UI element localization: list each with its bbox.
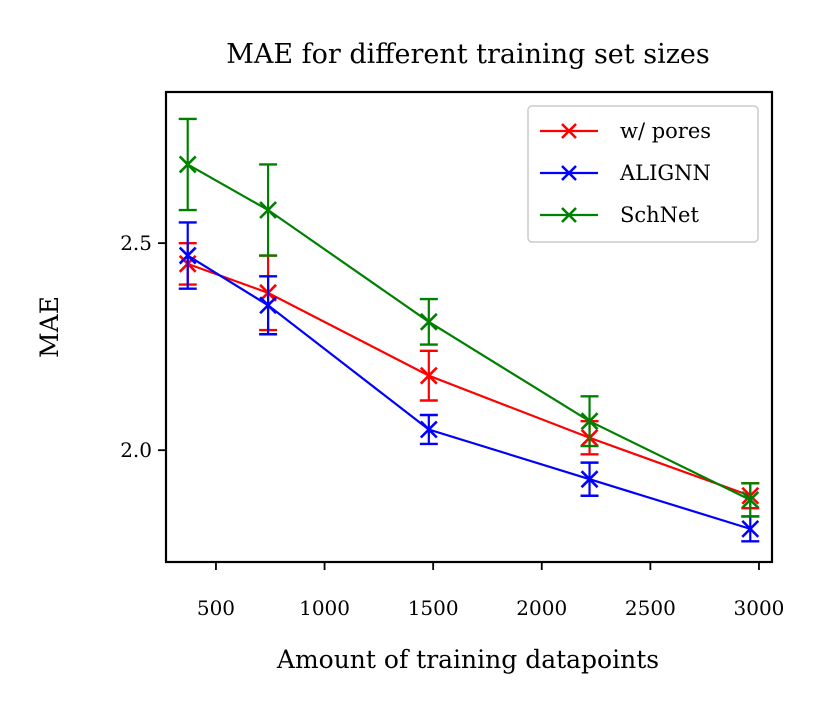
legend-frame xyxy=(527,105,759,243)
x-axis: 500 1000 1500 2000 2500 3000 xyxy=(197,562,785,620)
legend-marker-b xyxy=(561,165,577,181)
x-tick-label-2000: 2000 xyxy=(516,596,567,620)
legend-label-schnet: SchNet xyxy=(620,203,699,227)
point-alignn-2960 xyxy=(741,519,760,538)
point-alignn-1480 xyxy=(419,420,438,439)
point-w-pores-1480 xyxy=(419,366,438,385)
legend: w/ pores ALIGNN SchNet xyxy=(527,105,759,243)
marker-stroke-b xyxy=(580,470,599,489)
x-axis-label: Amount of training datapoints xyxy=(276,645,659,674)
marker-stroke-b xyxy=(178,246,197,265)
plot-frame xyxy=(164,90,774,564)
x-tick-label-500: 500 xyxy=(197,596,235,620)
x-tick-label-3000: 3000 xyxy=(734,596,785,620)
marker-stroke-b xyxy=(741,490,760,509)
legend-item-schnet: SchNet xyxy=(540,203,699,227)
legend-marker-b xyxy=(561,207,577,223)
y-axis: 2.0 2.5 xyxy=(120,231,166,462)
point-alignn-740 xyxy=(259,296,278,315)
point-schnet-2960 xyxy=(741,490,760,509)
y-tick-label-2.0: 2.0 xyxy=(120,438,152,462)
marker-stroke-b xyxy=(259,296,278,315)
marker-stroke-b xyxy=(419,366,438,385)
series-w-pores xyxy=(178,241,760,510)
y-axis-label: MAE xyxy=(35,296,64,358)
marker-stroke-b xyxy=(741,519,760,538)
marker-stroke-b xyxy=(419,420,438,439)
plot-layer xyxy=(178,117,760,543)
point-alignn-2220 xyxy=(580,470,599,489)
legend-marker-b xyxy=(561,123,577,139)
marker-stroke-b xyxy=(419,312,438,331)
legend-label-w-pores: w/ pores xyxy=(620,119,711,143)
series-schnet xyxy=(178,117,760,518)
point-schnet-1480 xyxy=(419,312,438,331)
point-schnet-740 xyxy=(259,201,278,219)
chart-title: MAE for different training set sizes xyxy=(226,39,710,70)
point-schnet-370 xyxy=(178,155,197,174)
point-schnet-2220 xyxy=(580,412,599,431)
legend-item-alignn: ALIGNN xyxy=(540,161,711,185)
legend-label-alignn: ALIGNN xyxy=(619,161,711,185)
marker-stroke-b xyxy=(259,201,278,219)
x-tick-label-1000: 1000 xyxy=(299,596,350,620)
legend-item-w-pores: w/ pores xyxy=(540,119,711,143)
series-alignn xyxy=(178,221,760,543)
marker-stroke-b xyxy=(178,155,197,174)
x-tick-label-2500: 2500 xyxy=(625,596,676,620)
marker-stroke-b xyxy=(580,412,599,431)
y-tick-label-2.5: 2.5 xyxy=(120,231,152,255)
x-tick-label-1500: 1500 xyxy=(408,596,459,620)
point-alignn-370 xyxy=(178,246,197,265)
